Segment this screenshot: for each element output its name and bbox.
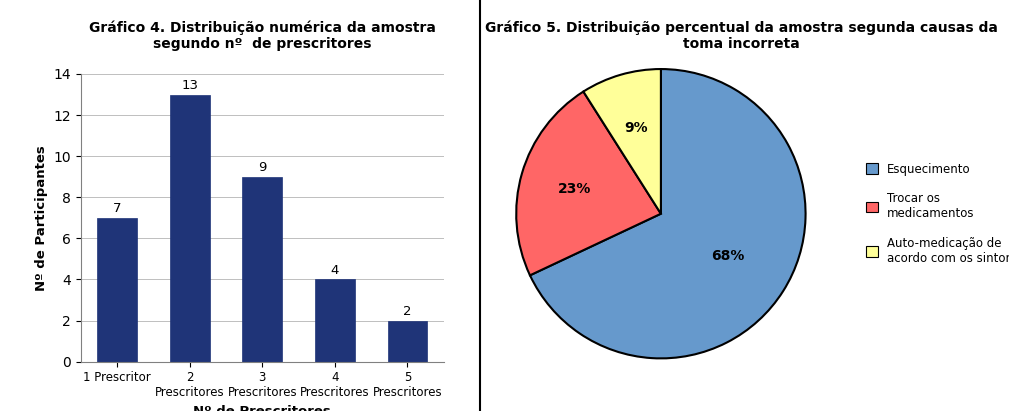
Text: 2: 2 xyxy=(404,305,412,318)
Wedge shape xyxy=(530,69,805,358)
Bar xyxy=(315,279,355,362)
Y-axis label: Nº de Participantes: Nº de Participantes xyxy=(35,145,47,291)
Wedge shape xyxy=(517,92,661,275)
Legend: Esquecimento, Trocar os
medicamentos, Auto-medicação de
acordo com os sintoma: Esquecimento, Trocar os medicamentos, Au… xyxy=(866,163,1009,265)
Wedge shape xyxy=(583,69,661,214)
Bar xyxy=(97,218,137,362)
Text: 9%: 9% xyxy=(624,120,648,134)
Text: Gráfico 5. Distribuição percentual da amostra segunda causas da
toma incorreta: Gráfico 5. Distribuição percentual da am… xyxy=(485,21,998,51)
X-axis label: Nº de Prescritores: Nº de Prescritores xyxy=(194,405,331,411)
Text: 9: 9 xyxy=(258,161,266,174)
Text: 68%: 68% xyxy=(711,249,745,263)
Bar xyxy=(170,95,210,362)
Text: 4: 4 xyxy=(331,264,339,277)
Text: Gráfico 4. Distribuição numérica da amostra
segundo nº  de prescritores: Gráfico 4. Distribuição numérica da amos… xyxy=(89,21,436,51)
Bar xyxy=(242,177,283,362)
Bar xyxy=(387,321,428,362)
Text: 13: 13 xyxy=(182,79,198,92)
Text: 23%: 23% xyxy=(558,182,591,196)
Text: 7: 7 xyxy=(113,202,121,215)
